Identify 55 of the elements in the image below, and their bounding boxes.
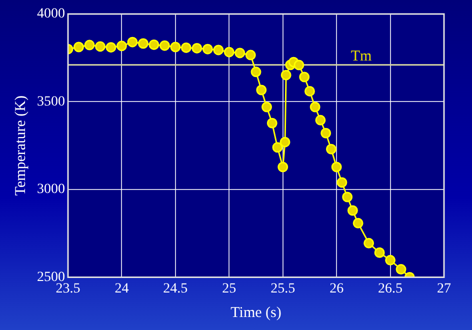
point	[127, 36, 138, 48]
point	[116, 40, 127, 52]
x-tick-label: 27	[437, 281, 451, 296]
point	[148, 39, 160, 50]
point	[138, 38, 148, 49]
point	[159, 40, 170, 51]
point	[347, 205, 358, 216]
y-tick-label: 3500	[37, 94, 65, 110]
x-tick-label: 25	[222, 281, 236, 296]
ref-line-label: Tm	[350, 48, 372, 64]
point	[94, 41, 106, 52]
point	[336, 177, 348, 188]
point	[245, 50, 256, 60]
x-tick-label: 24	[114, 281, 129, 296]
x-tick-label: 25.5	[270, 281, 296, 296]
point	[250, 66, 262, 78]
point	[320, 128, 332, 138]
point	[213, 44, 224, 56]
point	[266, 118, 278, 128]
point	[299, 72, 310, 82]
point	[170, 42, 181, 52]
point	[342, 192, 353, 202]
point	[280, 70, 292, 80]
point	[261, 102, 272, 112]
x-tick-label: 26	[330, 281, 344, 296]
x-axis-title: Time (s)	[230, 304, 282, 321]
x-tick-label: 23.5	[56, 281, 80, 296]
point	[272, 142, 283, 153]
point	[278, 162, 288, 172]
x-tick-label: 26.5	[378, 281, 403, 296]
y-tick-label: 4000	[37, 6, 65, 22]
point	[280, 136, 290, 148]
point	[374, 247, 385, 258]
point	[352, 218, 364, 228]
point	[385, 254, 396, 266]
point	[304, 86, 315, 96]
point	[256, 84, 267, 96]
point	[294, 60, 304, 70]
y-axis-title: Temperature (K)	[12, 96, 29, 196]
point	[326, 144, 336, 154]
point	[106, 42, 116, 53]
point	[202, 44, 213, 54]
point	[331, 162, 342, 172]
point	[315, 114, 326, 126]
point	[310, 102, 320, 112]
point	[234, 48, 246, 58]
point	[180, 42, 192, 53]
point	[84, 40, 95, 50]
x-tick-label: 24.5	[163, 281, 188, 296]
point	[396, 264, 406, 275]
y-tick-label: 3000	[37, 182, 65, 198]
point	[192, 42, 202, 54]
point	[224, 46, 234, 58]
point	[73, 42, 84, 52]
point	[364, 238, 374, 248]
